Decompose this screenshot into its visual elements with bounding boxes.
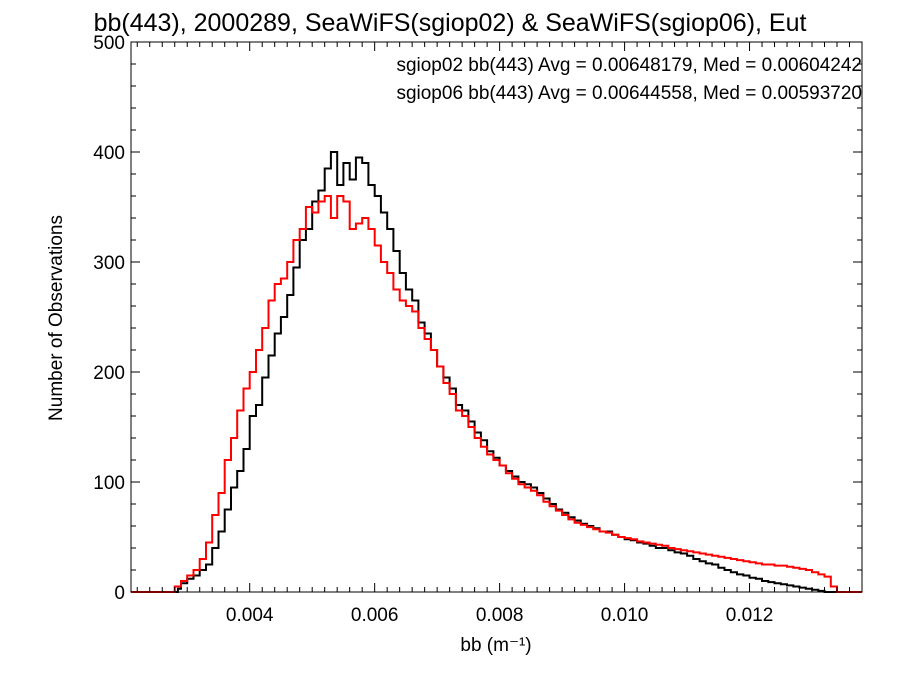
annotation-sgiop02-stats: sgiop02 bb(443) Avg = 0.00648179, Med = …: [396, 55, 862, 76]
annotation-sgiop06-stats: sgiop06 bb(443) Avg = 0.00644558, Med = …: [396, 83, 862, 104]
y-axis-label: Number of Observations: [46, 215, 67, 421]
series-sgiop02-line: [131, 151, 862, 593]
axes-layer: [130, 41, 863, 593]
x-tick-label: 0.006: [351, 605, 399, 626]
x-tick-label: 0.012: [726, 605, 774, 626]
chart-title: bb(443), 2000289, SeaWiFS(sgiop02) & Sea…: [94, 9, 807, 37]
plot-frame: [130, 41, 863, 593]
y-tick-label: 100: [93, 473, 125, 494]
series-layer: [131, 151, 862, 593]
x-tick-label: 0.004: [226, 605, 274, 626]
y-tick-label: 400: [93, 143, 125, 164]
ticks-layer: 0.004 0.006 0.008 0.010 0.012 0 100 200 300 400 50…: [93, 33, 862, 626]
x-tick-label: 0.008: [476, 605, 524, 626]
y-tick-label: 200: [93, 363, 125, 384]
y-tick-label: 300: [93, 253, 125, 274]
y-tick-label: 500: [93, 33, 125, 54]
x-tick-label: 0.010: [601, 605, 649, 626]
y-tick-label: 0: [114, 583, 125, 604]
series-sgiop06-line: [131, 195, 862, 593]
x-axis-label: bb (m⁻¹): [460, 635, 531, 656]
